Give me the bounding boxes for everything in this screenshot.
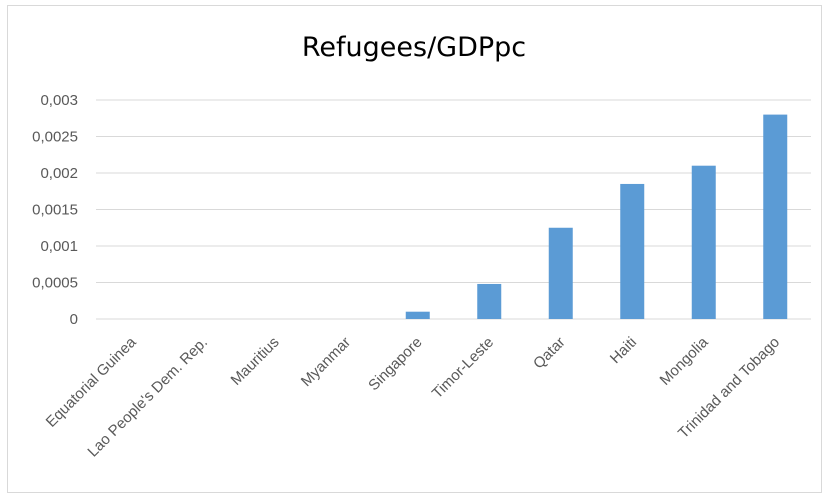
chart-title: Refugees/GDPpc <box>302 32 526 63</box>
x-tick-label: Mauritius <box>228 334 283 389</box>
bars <box>405 114 788 319</box>
bar <box>620 183 645 319</box>
y-axis-ticks: 0 0,0005 0,001 0,0015 0,002 0,0025 0,003 <box>32 92 78 328</box>
bar <box>548 227 573 319</box>
x-tick-label: Timor-Leste <box>429 334 497 402</box>
chart-frame <box>7 5 822 493</box>
x-tick-label: Qatar <box>530 334 569 373</box>
x-tick-label: Myanmar <box>298 334 354 390</box>
bar <box>763 114 788 319</box>
x-tick-label: Lao People's Dem. Rep. <box>84 334 211 461</box>
bar <box>477 283 502 319</box>
bar <box>691 165 716 319</box>
y-tick-label: 0 <box>70 311 78 328</box>
y-tick-label: 0,001 <box>40 238 78 255</box>
y-tick-label: 0,0025 <box>32 129 78 146</box>
y-tick-label: 0,0005 <box>32 275 78 292</box>
y-tick-label: 0,0015 <box>32 202 78 219</box>
bar <box>405 311 430 319</box>
y-tick-label: 0,002 <box>40 165 78 182</box>
y-tick-label: 0,003 <box>40 92 78 109</box>
x-tick-label: Mongolia <box>657 333 713 389</box>
x-tick-label: Haiti <box>607 334 640 367</box>
x-tick-label: Singapore <box>365 334 425 394</box>
